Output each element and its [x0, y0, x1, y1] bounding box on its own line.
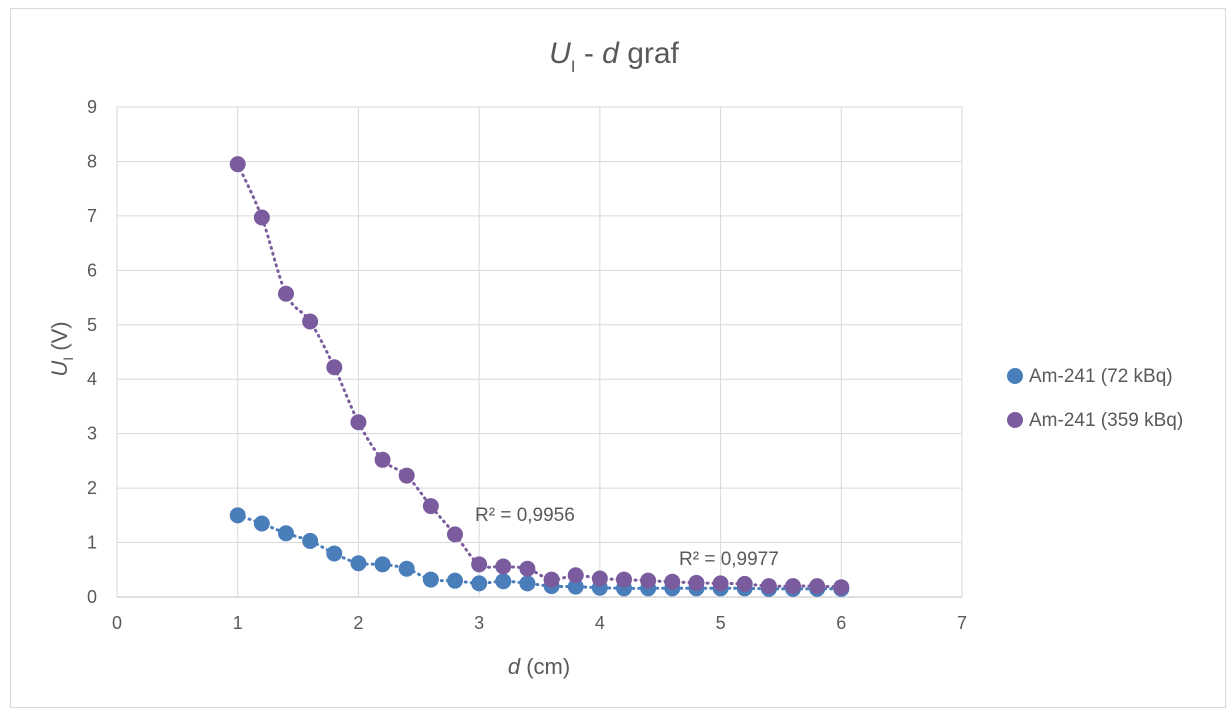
y-tick-label: 6 [87, 260, 97, 280]
point-72kbq [350, 555, 367, 572]
point-72kbq [495, 573, 512, 590]
point-359kbq [736, 575, 753, 592]
x-tick-label: 6 [836, 613, 846, 633]
point-359kbq [471, 556, 488, 573]
point-72kbq [567, 578, 584, 595]
data-points [229, 156, 850, 597]
x-tick-label: 2 [353, 613, 363, 633]
legend-marker-359kbq [1007, 412, 1023, 428]
point-359kbq [374, 451, 391, 468]
x-tick-label: 4 [595, 613, 605, 633]
x-tick-label: 7 [957, 613, 967, 633]
y-tick-label: 0 [87, 587, 97, 607]
point-359kbq [664, 573, 681, 590]
point-72kbq [302, 532, 319, 549]
chart-title: UI - d graf [549, 37, 679, 76]
point-72kbq [398, 560, 415, 577]
chart-frame: 0 1 2 3 4 5 6 7 8 9 0 1 2 3 4 5 6 7 UI - d graf d (cm) UI… [10, 8, 1226, 708]
point-359kbq [495, 558, 512, 575]
y-axis-title: UI (V) [47, 321, 76, 376]
point-359kbq [809, 578, 826, 595]
y-tick-label: 2 [87, 478, 97, 498]
x-tick-label: 5 [716, 613, 726, 633]
point-359kbq [785, 578, 801, 595]
point-359kbq [350, 414, 367, 431]
legend-marker-72kbq [1007, 368, 1023, 384]
point-72kbq [326, 545, 343, 562]
point-72kbq [422, 571, 439, 588]
point-359kbq [278, 285, 294, 302]
point-359kbq [616, 571, 632, 588]
point-359kbq [302, 313, 319, 330]
grid-lines [116, 106, 963, 598]
point-359kbq [519, 560, 536, 577]
point-72kbq [519, 575, 536, 592]
point-359kbq [567, 567, 584, 584]
point-72kbq [374, 556, 391, 573]
point-359kbq [229, 156, 246, 173]
r2-label-359kbq: R² = 0,9956 [475, 505, 575, 526]
r2-label-72kbq: R² = 0,9977 [679, 549, 779, 570]
scatter-chart: 0 1 2 3 4 5 6 7 8 9 0 1 2 3 4 5 6 7 UI - d graf d (cm) UI… [47, 37, 1183, 679]
tick-labels: 0 1 2 3 4 5 6 7 8 9 0 1 2 3 4 5 6 7 [87, 97, 967, 633]
point-359kbq [398, 467, 415, 484]
x-axis-title: d (cm) [508, 654, 570, 679]
legend: Am-241 (72 kBq) Am-241 (359 kBq) [1007, 366, 1183, 431]
point-72kbq [278, 525, 294, 542]
y-tick-label: 3 [87, 424, 97, 444]
point-359kbq [640, 572, 657, 589]
point-359kbq [591, 570, 608, 587]
x-tick-label: 1 [233, 613, 243, 633]
point-359kbq [688, 574, 705, 591]
x-tick-label: 3 [474, 613, 484, 633]
y-tick-label: 8 [87, 151, 97, 171]
legend-item-72kbq: Am-241 (72 kBq) [1007, 366, 1173, 387]
point-72kbq [229, 507, 246, 524]
x-tick-label: 0 [112, 613, 122, 633]
y-tick-label: 9 [87, 97, 97, 117]
point-359kbq [326, 359, 343, 376]
point-359kbq [543, 571, 560, 588]
point-359kbq [422, 498, 439, 515]
y-tick-label: 4 [87, 369, 97, 389]
point-359kbq [447, 526, 463, 543]
y-tick-label: 1 [87, 533, 97, 553]
point-359kbq [712, 575, 729, 592]
y-tick-label: 5 [87, 315, 97, 335]
point-359kbq [760, 578, 777, 595]
point-72kbq [447, 572, 463, 589]
point-359kbq [253, 209, 270, 226]
point-72kbq [253, 515, 270, 532]
y-tick-label: 7 [87, 206, 97, 226]
legend-label-72kbq: Am-241 (72 kBq) [1029, 366, 1173, 387]
point-359kbq [833, 579, 850, 596]
point-72kbq [471, 575, 488, 592]
legend-label-359kbq: Am-241 (359 kBq) [1029, 410, 1183, 431]
legend-item-359kbq: Am-241 (359 kBq) [1007, 410, 1183, 431]
